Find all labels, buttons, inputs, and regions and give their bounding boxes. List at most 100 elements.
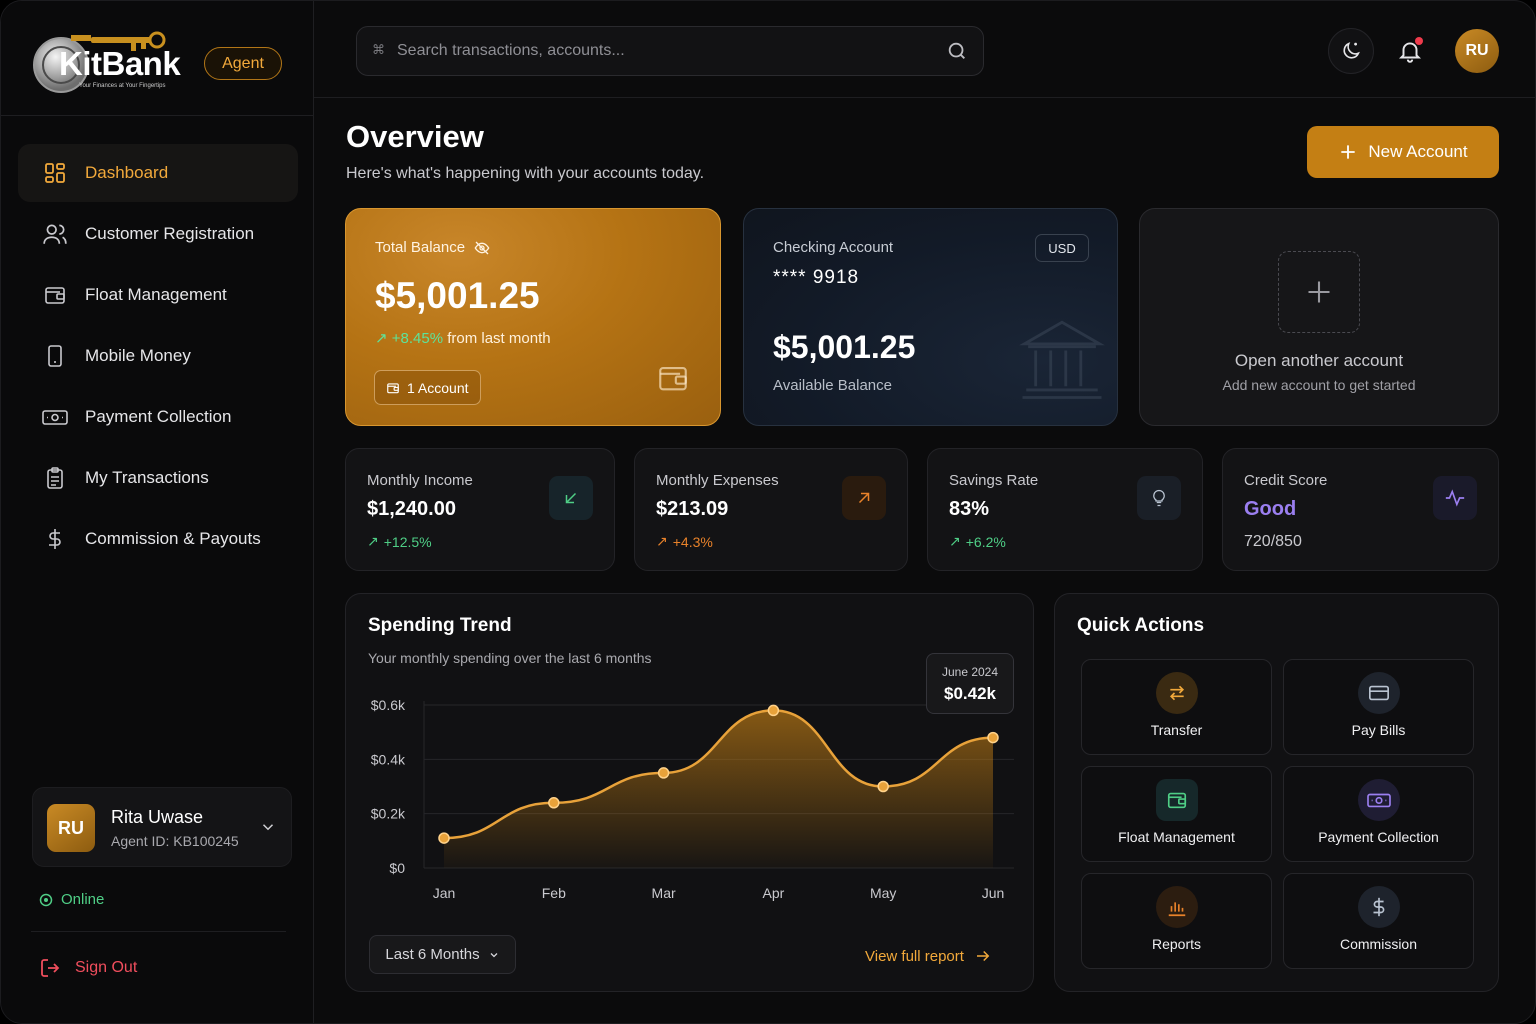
new-account-button[interactable]: New Account [1307,126,1499,178]
user-name: Rita Uwase [111,807,204,827]
accounts-count-chip[interactable]: 1 Account [374,370,481,405]
sidebar-divider [31,931,286,932]
data-point[interactable] [438,832,450,844]
sidebar-item-float-management[interactable]: Float Management [18,266,298,324]
total-balance-change-suffix: from last month [447,330,551,347]
total-balance-label: Total Balance [375,239,466,256]
logo-wordmark: KitBank [59,45,181,82]
eye-off-icon[interactable] [474,240,490,256]
spending-trend-panel: Spending Trend Your monthly spending ove… [345,593,1034,992]
sidebar-item-my-transactions[interactable]: My Transactions [18,449,298,507]
plus-icon [1308,281,1330,303]
notifications-button[interactable] [1390,31,1430,71]
sidebar-item-label: Commission & Payouts [85,529,261,548]
logout-icon [41,959,60,977]
command-icon: ⌘ [372,42,385,57]
tooltip-label: June 2024 [941,665,999,679]
search-input[interactable] [397,27,917,75]
sidebar-item-label: Float Management [85,285,227,304]
stat-value: Good [1244,498,1297,520]
quick-action-commission[interactable]: Commission [1283,873,1474,969]
user-profile-card[interactable]: RU Rita Uwase Agent ID: KB100245 [32,787,292,867]
range-select[interactable]: Last 6 Months [369,935,516,974]
sidebar-item-mobile-money[interactable]: Mobile Money [18,327,298,385]
available-balance-label: Available Balance [773,377,892,394]
checking-account-label: Checking Account [773,239,894,256]
stat-value: $1,240.00 [367,498,456,520]
new-account-label: New Account [1368,142,1468,161]
bank-icon [1019,320,1105,399]
view-full-report-link[interactable]: View full report [865,947,992,965]
users-icon [42,221,68,247]
sidebar-item-label: Payment Collection [85,407,232,426]
total-balance-card[interactable]: Total Balance $5,001.25 ↗ +8.45% from la… [345,208,721,426]
account-number: **** 9918 [773,267,860,288]
spending-area [444,710,993,868]
sign-out-label: Sign Out [75,959,138,976]
stat-change: 720/850 [1244,533,1302,551]
data-point[interactable] [657,767,670,779]
sign-out-button[interactable]: Sign Out [39,956,137,980]
dollar-icon [42,526,68,552]
sidebar-item-label: My Transactions [85,468,209,487]
stat-savings-rate: Savings Rate 83% ↗ +6.2% [927,448,1203,571]
avatar: RU [47,804,95,852]
role-badge: Agent [204,47,282,80]
stat-change: ↗ +4.3% [656,533,713,550]
sidebar: KitBank Your Finances at Your Fingertips… [1,1,314,1023]
arrow-up-right-icon: ↗ [656,533,668,549]
quick-action-label: Commission [1339,936,1417,952]
credit-card-icon [1358,672,1400,714]
search-icon[interactable] [946,40,968,62]
data-point[interactable] [877,780,889,793]
quick-action-pay-bills[interactable]: Pay Bills [1283,659,1474,755]
stat-label: Monthly Expenses [656,472,779,489]
sidebar-item-dashboard[interactable]: Dashboard [18,144,298,202]
quick-action-reports[interactable]: Reports [1081,873,1272,969]
sidebar-item-label: Dashboard [85,163,169,182]
avatar[interactable]: RU [1455,29,1499,73]
bar-chart-icon [1156,886,1198,928]
total-balance-amount: $5,001.25 [375,275,540,316]
arrow-down-left-icon [549,476,593,520]
spending-trend-chart[interactable]: $0 $0.2k $0.4k $0.6k Jan Feb Mar Apr May Jun [346,594,1035,924]
x-tick-label: Apr [763,885,785,901]
stat-change-value: +6.2% [965,533,1006,550]
search-bar[interactable]: ⌘ [356,26,984,76]
sidebar-item-customer-registration[interactable]: Customer Registration [18,205,298,263]
quick-action-float-management[interactable]: Float Management [1081,766,1272,862]
kitbank-logo[interactable]: KitBank Your Finances at Your Fingertips [31,27,191,93]
grid-icon [42,160,68,186]
stat-change: ↗ +6.2% [949,533,1006,550]
x-tick-label: Jun [982,885,1005,901]
arrow-up-right-icon [842,476,886,520]
add-account-button[interactable] [1278,251,1360,333]
quick-action-payment-collection[interactable]: Payment Collection [1283,766,1474,862]
data-point[interactable] [767,704,780,717]
x-tick-label: Feb [542,885,566,901]
checking-balance: $5,001.25 [773,329,916,365]
quick-action-label: Payment Collection [1318,829,1439,845]
clipboard-icon [42,465,68,491]
online-status-label: Online [61,891,105,908]
wallet-icon [387,382,399,393]
data-point[interactable] [987,731,999,744]
quick-actions-panel: Quick Actions Transfer Pay Bills Float M… [1054,593,1499,992]
quick-action-label: Reports [1151,936,1202,952]
chevron-down-icon[interactable] [259,818,277,836]
wallet-icon [1156,779,1198,821]
stat-monthly-income: Monthly Income $1,240.00 ↗ +12.5% [345,448,615,571]
data-point[interactable] [548,797,560,809]
stat-change-value: +12.5% [383,533,432,550]
online-status: Online [39,891,104,908]
range-select-label: Last 6 Months [385,946,480,963]
stat-change-value: +4.3% [672,533,713,550]
currency-badge: USD [1035,234,1089,262]
sidebar-item-commission-payouts[interactable]: Commission & Payouts [18,510,298,568]
quick-action-transfer[interactable]: Transfer [1081,659,1272,755]
theme-toggle-button[interactable] [1328,28,1374,74]
checking-account-card[interactable]: Checking Account USD **** 9918 $5,001.25… [743,208,1118,426]
key-shaft-icon [91,31,166,51]
sidebar-item-payment-collection[interactable]: Payment Collection [18,388,298,446]
open-account-card[interactable]: Open another account Add new account to … [1139,208,1499,426]
